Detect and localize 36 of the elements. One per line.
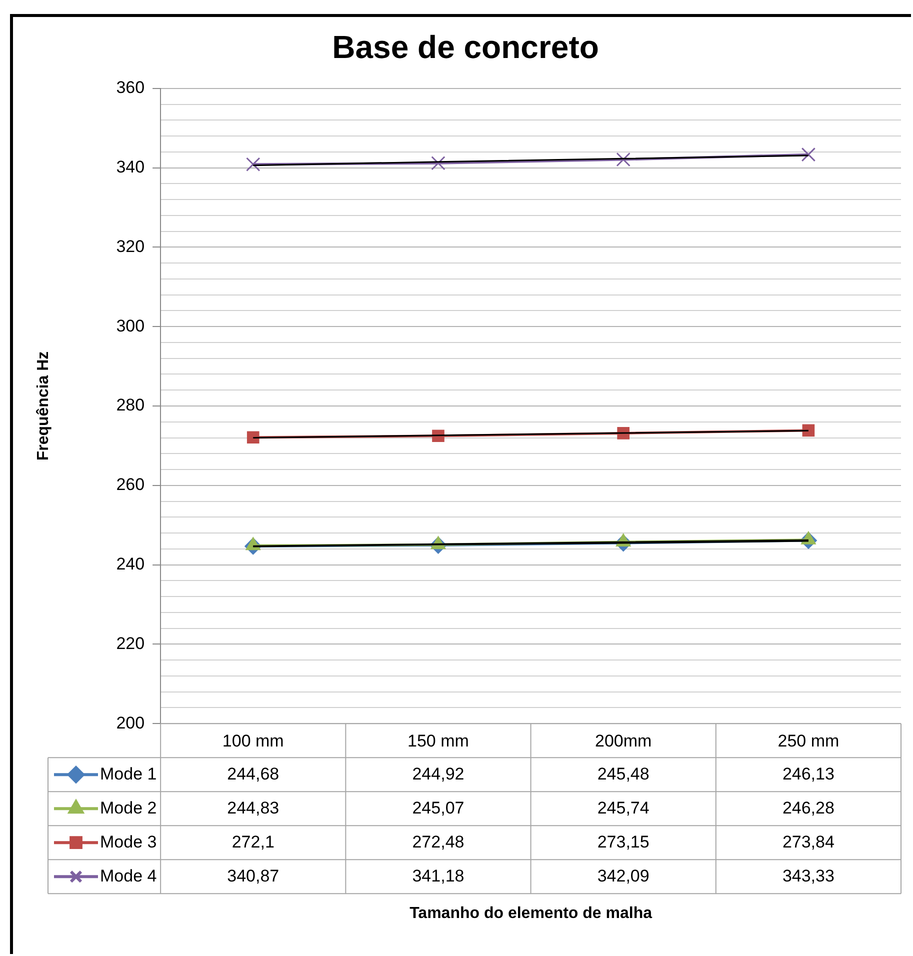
data-label: 273,84 [782, 832, 834, 852]
legend-label: Mode 1 [100, 764, 157, 784]
y-tick-label: 340 [116, 157, 145, 176]
data-label: 272,1 [232, 832, 274, 852]
data-label: 244,92 [412, 764, 464, 784]
data-label: 245,07 [412, 798, 464, 818]
y-tick-label: 260 [116, 475, 145, 494]
data-label: 341,18 [412, 866, 464, 886]
data-label: 246,28 [782, 798, 834, 818]
legend-label: Mode 4 [100, 866, 157, 886]
legend-label: Mode 2 [100, 798, 157, 818]
data-label: 342,09 [597, 866, 650, 886]
x-tick-label: 250 mm [778, 731, 840, 750]
y-tick-label: 280 [116, 396, 145, 415]
data-label: 244,83 [227, 798, 280, 818]
y-tick-label: 240 [116, 554, 145, 574]
x-tick-label: 200mm [594, 731, 652, 750]
text: Tamanho do elemento de malha [410, 905, 652, 922]
data-label: 245,48 [597, 764, 650, 784]
x-tick-label: 100 mm [222, 731, 284, 750]
y-tick-label: 220 [116, 634, 145, 653]
data-label: 273,15 [597, 832, 650, 852]
chart-title: Base de concreto [332, 29, 599, 66]
legend-label: Mode 3 [100, 832, 157, 852]
data-label: 343,33 [782, 866, 834, 886]
y-tick-label: 300 [116, 316, 145, 336]
y-axis-title: Frequência Hz [35, 351, 52, 461]
data-label: 245,74 [597, 798, 650, 818]
data-label: 246,13 [782, 764, 834, 784]
data-label: 340,87 [227, 866, 280, 886]
data-label: 244,68 [227, 764, 280, 784]
y-tick-label: 200 [116, 713, 145, 732]
x-tick-label: 150 mm [408, 731, 469, 750]
y-tick-label: 320 [116, 236, 145, 256]
data-label: 272,48 [412, 832, 464, 852]
y-tick-label: 360 [116, 78, 145, 98]
